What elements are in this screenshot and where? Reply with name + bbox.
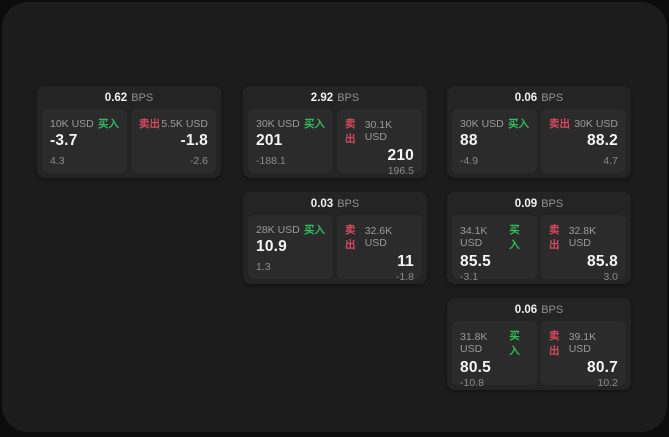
card-header: 0.06 BPS [447, 298, 631, 321]
card-body: 30K USD 买入 201 -188.1 卖出 30.1K USD 210 1… [243, 109, 427, 178]
sell-tile[interactable]: 卖出 5.5K USD -1.8 -2.6 [131, 109, 216, 173]
buy-label: 买入 [508, 118, 529, 130]
bps-value: 0.03 [310, 197, 334, 210]
sell-delta: 3.0 [603, 271, 618, 283]
sell-tile[interactable]: 卖出 32.6K USD 11 -1.8 [337, 215, 422, 283]
buy-price: 80.5 [460, 359, 491, 376]
bps-unit: BPS [541, 303, 564, 316]
sell-label: 卖出 [549, 224, 560, 251]
sell-delta: 10.2 [597, 377, 618, 389]
buy-price: 201 [256, 132, 283, 149]
sell-tile[interactable]: 卖出 39.1K USD 80.7 10.2 [541, 321, 626, 389]
sell-tile[interactable]: 卖出 30K USD 88.2 4.7 [541, 109, 626, 173]
buy-price: -3.7 [50, 132, 78, 149]
bps-unit: BPS [337, 197, 360, 210]
quote-card: 2.92 BPS 30K USD 买入 201 -188.1 卖出 30.1K … [243, 86, 427, 178]
bps-unit: BPS [541, 91, 564, 104]
buy-delta: -10.8 [460, 377, 484, 389]
buy-delta: 4.3 [50, 155, 65, 167]
sell-amount: 30K USD [574, 117, 618, 130]
sell-label: 卖出 [345, 224, 356, 251]
buy-amount: 10K USD [50, 117, 94, 130]
card-header: 0.06 BPS [447, 86, 631, 109]
buy-tile[interactable]: 30K USD 买入 88 -4.9 [452, 109, 537, 173]
sell-amount: 39.1K USD [568, 331, 597, 355]
sell-amount: 32.8K USD [568, 225, 597, 249]
quote-card: 0.09 BPS 34.1K USD 买入 85.5 -3.1 卖出 32.8K… [447, 192, 631, 284]
sell-label: 卖出 [139, 118, 160, 130]
buy-tile[interactable]: 28K USD 买入 10.9 1.3 [248, 215, 333, 279]
sell-amount: 5.5K USD [161, 117, 208, 130]
buy-tile[interactable]: 34.1K USD 买入 85.5 -3.1 [452, 215, 537, 283]
card-body: 28K USD 买入 10.9 1.3 卖出 32.6K USD 11 -1.8 [243, 215, 427, 284]
sell-tile[interactable]: 卖出 32.8K USD 85.8 3.0 [541, 215, 626, 283]
buy-tile[interactable]: 30K USD 买入 201 -188.1 [248, 109, 333, 173]
buy-tile[interactable]: 31.8K USD 买入 80.5 -10.8 [452, 321, 537, 389]
buy-price: 10.9 [256, 238, 287, 255]
sell-amount: 30.1K USD [364, 119, 393, 143]
sell-label: 卖出 [345, 118, 356, 145]
bps-value: 2.92 [310, 91, 334, 104]
buy-delta: -188.1 [256, 155, 286, 167]
buy-label: 买入 [509, 224, 520, 251]
card-header: 0.03 BPS [243, 192, 427, 215]
buy-delta: 1.3 [256, 261, 271, 273]
buy-label: 买入 [304, 118, 325, 130]
buy-delta: -4.9 [460, 155, 479, 167]
card-header: 2.92 BPS [243, 86, 427, 109]
sell-price: -1.8 [180, 132, 208, 149]
buy-price: 88 [460, 132, 478, 149]
sell-delta: -1.8 [395, 271, 414, 283]
bps-value: 0.09 [514, 197, 538, 210]
buy-amount: 31.8K USD [460, 331, 488, 355]
buy-amount: 30K USD [256, 117, 300, 130]
bps-unit: BPS [337, 91, 360, 104]
buy-tile[interactable]: 10K USD 买入 -3.7 4.3 [42, 109, 127, 173]
sell-amount: 32.6K USD [364, 225, 393, 249]
sell-price: 85.8 [587, 253, 618, 270]
sell-label: 卖出 [549, 330, 560, 357]
buy-amount: 30K USD [460, 117, 504, 130]
card-body: 10K USD 买入 -3.7 4.3 卖出 5.5K USD -1.8 -2.… [37, 109, 221, 178]
sell-price: 210 [387, 147, 414, 164]
bps-value: 0.06 [514, 91, 538, 104]
quote-card: 0.06 BPS 31.8K USD 买入 80.5 -10.8 卖出 39.1… [447, 298, 631, 390]
quote-card: 0.03 BPS 28K USD 买入 10.9 1.3 卖出 32.6K US… [243, 192, 427, 284]
sell-delta: 196.5 [387, 165, 414, 177]
card-header: 0.62 BPS [37, 86, 221, 109]
buy-amount: 34.1K USD [460, 225, 488, 249]
bps-value: 0.62 [104, 91, 128, 104]
card-body: 34.1K USD 买入 85.5 -3.1 卖出 32.8K USD 85.8… [447, 215, 631, 284]
buy-label: 买入 [509, 330, 520, 357]
card-header: 0.09 BPS [447, 192, 631, 215]
buy-label: 买入 [304, 224, 325, 236]
buy-label: 买入 [98, 118, 119, 130]
buy-price: 85.5 [460, 253, 491, 270]
app-window: 0.62 BPS 10K USD 买入 -3.7 4.3 卖出 5.5K USD… [2, 2, 667, 432]
card-body: 30K USD 买入 88 -4.9 卖出 30K USD 88.2 4.7 [447, 109, 631, 178]
sell-price: 88.2 [587, 132, 618, 149]
quote-card: 0.62 BPS 10K USD 买入 -3.7 4.3 卖出 5.5K USD… [37, 86, 221, 178]
bps-value: 0.06 [514, 303, 538, 316]
sell-delta: -2.6 [189, 155, 208, 167]
sell-delta: 4.7 [603, 155, 618, 167]
sell-label: 卖出 [549, 118, 570, 130]
card-body: 31.8K USD 买入 80.5 -10.8 卖出 39.1K USD 80.… [447, 321, 631, 390]
buy-delta: -3.1 [460, 271, 479, 283]
bps-unit: BPS [541, 197, 564, 210]
bps-unit: BPS [131, 91, 154, 104]
buy-amount: 28K USD [256, 223, 300, 236]
sell-price: 80.7 [587, 359, 618, 376]
sell-tile[interactable]: 卖出 30.1K USD 210 196.5 [337, 109, 422, 177]
sell-price: 11 [397, 253, 414, 270]
quote-card: 0.06 BPS 30K USD 买入 88 -4.9 卖出 30K USD 8… [447, 86, 631, 178]
